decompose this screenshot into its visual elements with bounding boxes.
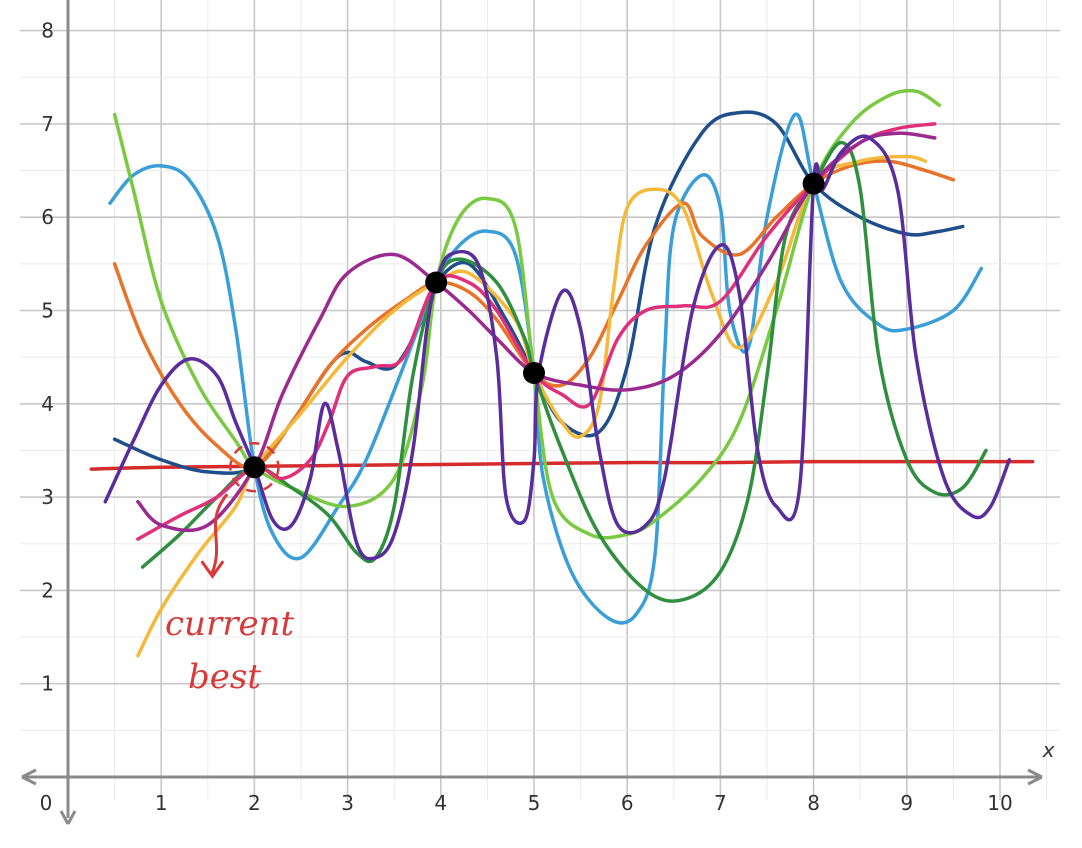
y-tick-label: 1 bbox=[41, 672, 54, 696]
x-axis-label: x bbox=[1042, 738, 1055, 762]
x-tick-label: 2 bbox=[248, 791, 261, 815]
y-tick-label: 3 bbox=[41, 485, 54, 509]
series-line-5 bbox=[136, 154, 928, 658]
axes: 0 1 2 3 4 5 6 7 8 9 10 1 2 3 4 5 6 7 8 x bbox=[21, 0, 1055, 825]
y-tick-label: 5 bbox=[41, 299, 54, 323]
x-tick-label: 1 bbox=[155, 791, 168, 815]
y-tick-label: 8 bbox=[41, 19, 54, 43]
series-line-7 bbox=[140, 140, 988, 603]
observation-point-3 bbox=[523, 362, 545, 385]
x-tick-label: 0 bbox=[40, 791, 53, 815]
observation-point-4 bbox=[802, 172, 825, 195]
annotation: current best bbox=[165, 441, 294, 697]
current-best-arrow bbox=[200, 493, 228, 579]
annotation-line-1: current bbox=[165, 604, 294, 644]
y-tick-label: 6 bbox=[41, 205, 54, 229]
series-line-3 bbox=[108, 112, 984, 625]
x-tick-label: 9 bbox=[900, 791, 913, 815]
x-tick-label: 5 bbox=[528, 791, 541, 815]
y-axis-arrow-down bbox=[59, 810, 77, 825]
x-tick-label: 7 bbox=[714, 791, 727, 815]
series-line-1 bbox=[89, 459, 1035, 471]
series-line-9 bbox=[136, 131, 937, 533]
x-axis-arrow-right bbox=[1027, 768, 1043, 786]
annotation-line-2: best bbox=[188, 657, 261, 697]
observation-points bbox=[243, 172, 825, 479]
y-tick-label: 2 bbox=[41, 578, 54, 602]
observation-point-1 bbox=[243, 456, 266, 479]
x-tick-label: 6 bbox=[621, 791, 634, 815]
x-tick-label: 4 bbox=[434, 791, 447, 815]
x-tick-label: 10 bbox=[987, 791, 1012, 815]
x-axis-arrow-left bbox=[21, 768, 37, 786]
y-tick-label: 7 bbox=[41, 112, 54, 136]
series-line-6 bbox=[112, 88, 942, 540]
series-lines bbox=[89, 88, 1035, 658]
grid bbox=[20, 0, 1060, 800]
series-line-10 bbox=[103, 134, 1012, 561]
y-tick-label: 4 bbox=[41, 392, 54, 416]
observation-point-2 bbox=[425, 271, 448, 294]
x-tick-label: 8 bbox=[807, 791, 820, 815]
series-line-8 bbox=[136, 122, 937, 541]
current-best-highlight bbox=[229, 441, 280, 493]
x-tick-label: 3 bbox=[341, 791, 354, 815]
